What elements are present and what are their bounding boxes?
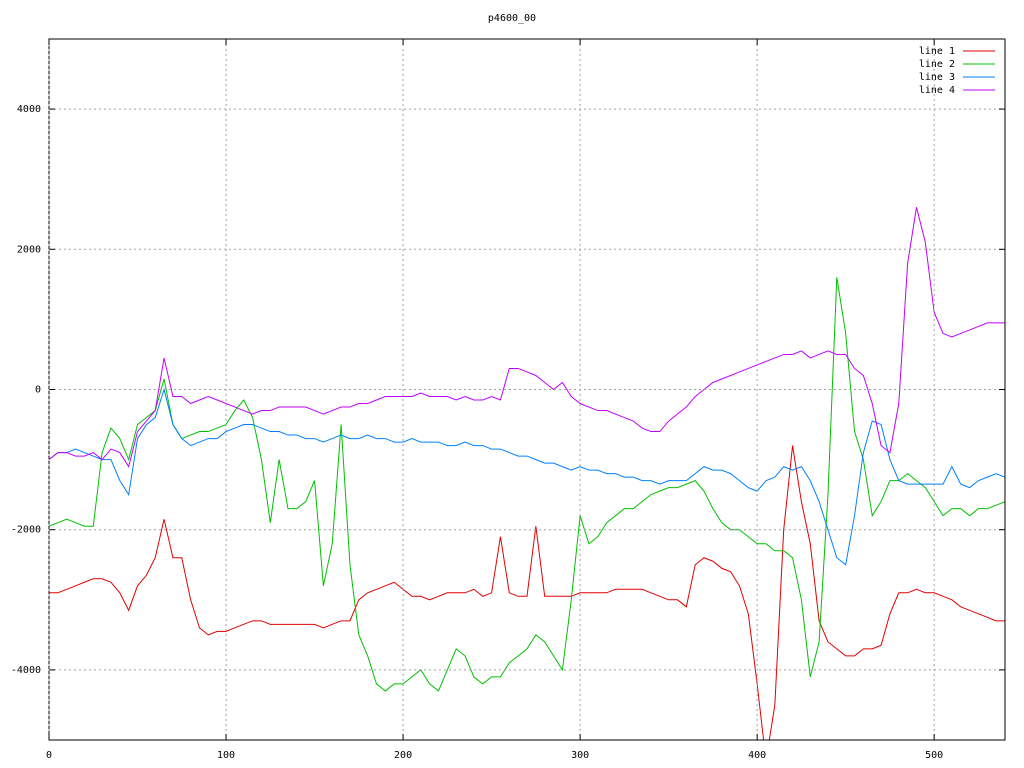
plot-area [49,207,1005,740]
y-tick-label: -2000 [11,525,41,536]
data-line [49,277,1005,692]
y-tick-label: -4000 [11,665,41,676]
x-tick-label: 300 [571,750,589,761]
y-tick-label: 4000 [17,104,41,115]
x-tick-label: 0 [46,750,52,761]
x-tick-label: 500 [925,750,943,761]
x-tick-label: 400 [748,750,766,761]
data-line [49,387,1005,566]
legend-label: line 2 [919,59,955,70]
legend-label: line 1 [919,46,955,57]
legend-label: line 4 [919,85,955,96]
x-tick-label: 100 [217,750,235,761]
data-line [49,207,1005,468]
y-tick-label: 0 [35,385,41,396]
y-tick-label: 2000 [17,244,41,255]
chart-title: p4600_00 [488,13,536,24]
x-tick-label: 200 [394,750,412,761]
data-line [49,445,1005,740]
legend-label: line 3 [919,72,955,83]
